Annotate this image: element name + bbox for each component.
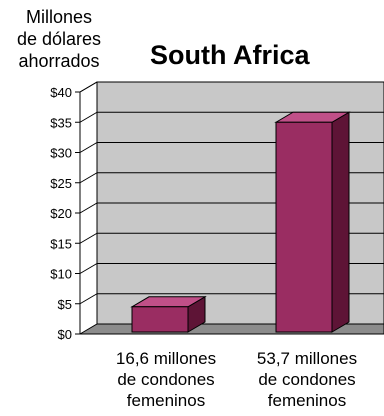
bar-side-2 bbox=[331, 111, 350, 333]
y-tick-label: $15 bbox=[50, 236, 72, 251]
grid-line-diagonal bbox=[79, 232, 98, 244]
grid-line-diagonal bbox=[79, 142, 98, 153]
y-axis-label: Millones de dólares ahorrados bbox=[0, 6, 118, 72]
bar-1 bbox=[131, 306, 189, 333]
y-tick-label: $5 bbox=[58, 297, 72, 312]
category-label-2: 53,7 millones de condones femeninos bbox=[232, 348, 382, 411]
y-axis-top-edge bbox=[79, 81, 98, 93]
y-tick-label: $35 bbox=[50, 115, 72, 130]
y-tick-label: $25 bbox=[50, 176, 72, 191]
y-tick-label: $40 bbox=[50, 85, 72, 100]
y-tick-label: $10 bbox=[50, 267, 72, 282]
y-axis-label-line-2: de dólares bbox=[16, 29, 102, 49]
chart-title: South Africa bbox=[150, 40, 310, 70]
category-label-2-line-2: de condones bbox=[258, 370, 356, 389]
grid-line-diagonal bbox=[79, 111, 98, 123]
category-label-1-line-3: femeninos bbox=[126, 391, 206, 410]
y-tick-label: $30 bbox=[50, 146, 72, 161]
y-tick-label: $20 bbox=[50, 206, 72, 221]
grid-line-diagonal bbox=[79, 202, 98, 214]
grid-line-diagonal bbox=[79, 172, 98, 184]
category-label-2-line-3: femeninos bbox=[267, 391, 347, 410]
grid-line-diagonal bbox=[79, 263, 98, 274]
bar-2 bbox=[275, 121, 333, 333]
category-label-1-line-2: de condones bbox=[117, 370, 215, 389]
grid-line-diagonal bbox=[79, 293, 98, 305]
y-axis-label-line-3: ahorrados bbox=[18, 51, 100, 71]
category-label-1: 16,6 millones de condones femeninos bbox=[91, 348, 241, 411]
category-label-2-line-1: 53,7 millones bbox=[256, 349, 358, 368]
y-tick-label: $0 bbox=[58, 327, 72, 342]
category-label-1-line-1: 16,6 millones bbox=[115, 349, 217, 368]
y-axis-label-line-1: Millones bbox=[25, 7, 93, 27]
